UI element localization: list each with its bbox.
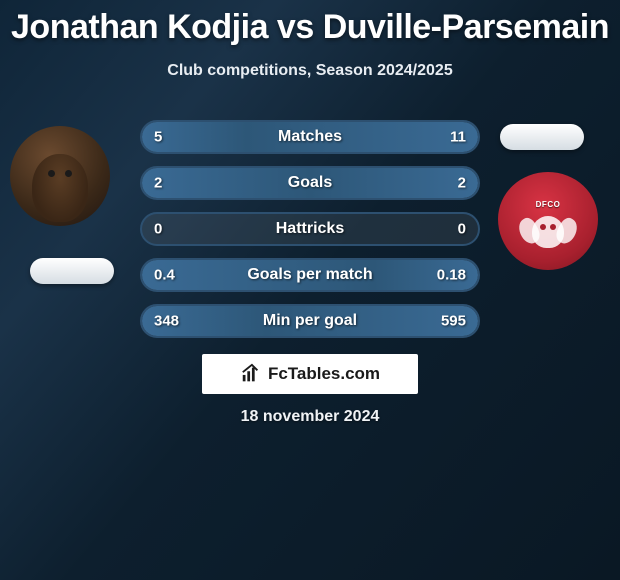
stat-value-right: 11 — [450, 129, 466, 146]
team-lozenge-left — [30, 258, 114, 284]
brand-text: FcTables.com — [268, 364, 380, 384]
stat-value-right: 0 — [458, 221, 466, 238]
stats-container: 5 Matches 11 2 Goals 2 0 Hattricks 0 0.4… — [140, 120, 480, 350]
club-badge-right: DFCO — [498, 172, 598, 270]
team-lozenge-right — [500, 124, 584, 150]
stat-label: Goals per match — [142, 266, 478, 284]
brand-badge: FcTables.com — [202, 354, 418, 394]
stat-label: Matches — [142, 128, 478, 146]
chart-icon — [240, 363, 262, 385]
stat-row-matches: 5 Matches 11 — [140, 120, 480, 154]
player-photo-left — [10, 126, 110, 226]
stat-value-right: 595 — [441, 313, 466, 330]
stat-label: Hattricks — [142, 220, 478, 238]
stat-row-goals-per-match: 0.4 Goals per match 0.18 — [140, 258, 480, 292]
infographic-root: Jonathan Kodjia vs Duville-Parsemain Clu… — [0, 0, 620, 580]
stat-row-hattricks: 0 Hattricks 0 — [140, 212, 480, 246]
stat-label: Min per goal — [142, 312, 478, 330]
stat-value-right: 2 — [458, 175, 466, 192]
owl-icon — [522, 206, 574, 254]
stat-row-min-per-goal: 348 Min per goal 595 — [140, 304, 480, 338]
stat-row-goals: 2 Goals 2 — [140, 166, 480, 200]
page-title: Jonathan Kodjia vs Duville-Parsemain — [0, 8, 620, 47]
infographic-date: 18 november 2024 — [0, 408, 620, 426]
page-subtitle: Club competitions, Season 2024/2025 — [0, 62, 620, 80]
stat-value-right: 0.18 — [437, 267, 466, 284]
stat-label: Goals — [142, 174, 478, 192]
